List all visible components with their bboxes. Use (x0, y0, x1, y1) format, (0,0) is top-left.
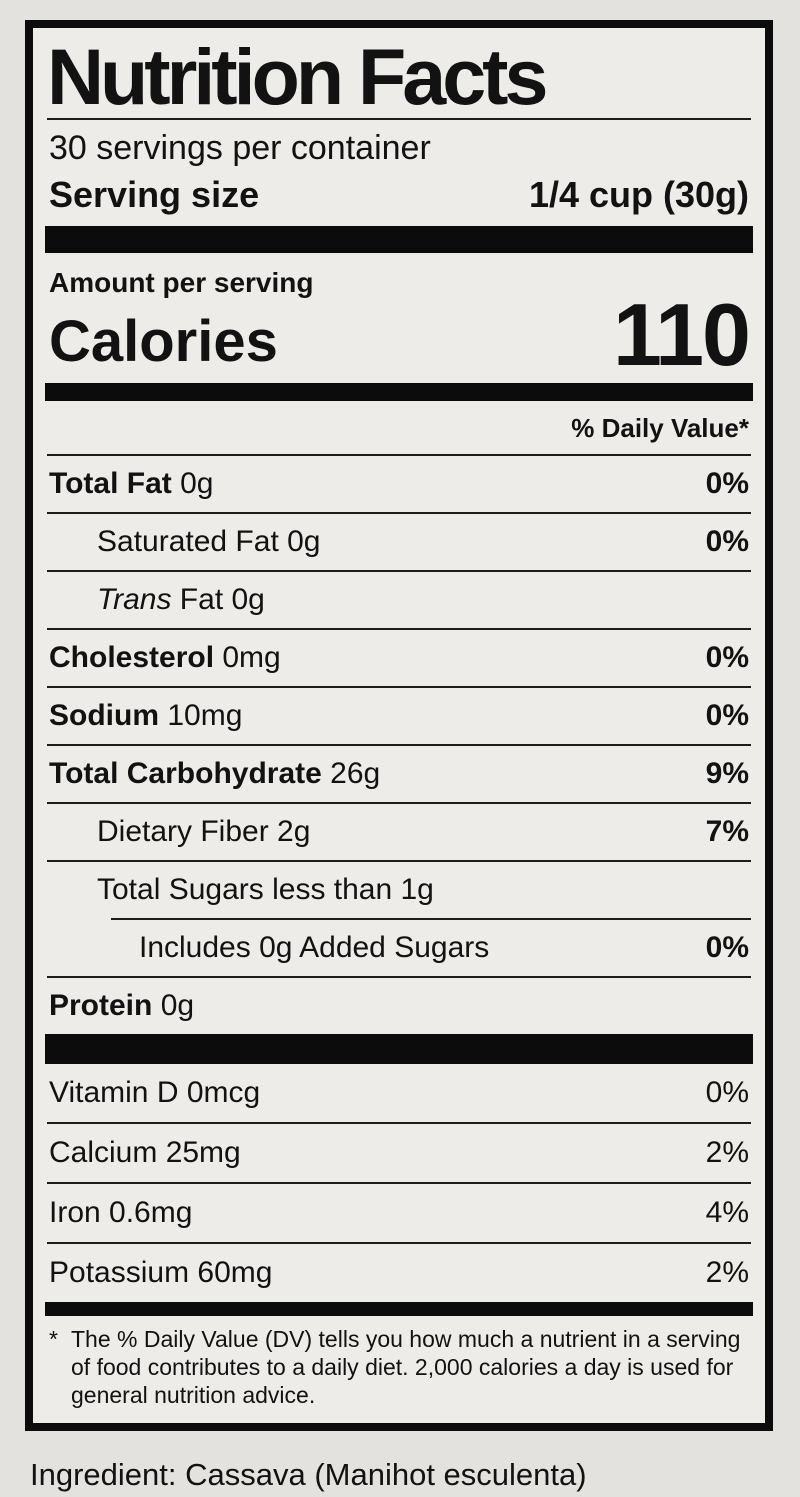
nutrient-name: Total Sugars less than 1g (97, 872, 434, 906)
daily-value-header: % Daily Value* (571, 412, 749, 443)
nutrient-name: Total Carbohydrate 26g (49, 756, 381, 790)
micronutrient-name: Potassium 60mg (49, 1255, 273, 1289)
nutrient-row-total-sugars: Total Sugars less than 1g (47, 862, 751, 918)
nutrient-name: Includes 0g Added Sugars (139, 930, 490, 964)
thin-divider-bar (45, 1301, 753, 1316)
micronutrient-dv: 0% (705, 1075, 749, 1109)
nutrient-dv: 0% (705, 640, 749, 674)
thick-divider-bar (45, 1033, 753, 1064)
nutrient-row-cholesterol: Cholesterol 0mg 0% (47, 630, 751, 686)
ingredient-statement: Ingredient: Cassava (Manihot esculenta) (30, 1456, 587, 1492)
micronutrient-dv: 2% (705, 1255, 749, 1289)
micronutrient-dv: 4% (705, 1195, 749, 1229)
divider (47, 1241, 751, 1244)
nutrient-row-added-sugars: Includes 0g Added Sugars 0% (47, 920, 751, 976)
servings-per-container: 30 servings per container (49, 129, 431, 168)
nutrition-facts-label: Nutrition Facts 30 servings per containe… (25, 20, 773, 1431)
nutrient-dv: 7% (705, 814, 749, 848)
micronutrient-row-calcium: Calcium 25mg 2% (47, 1124, 751, 1182)
divider (47, 859, 751, 862)
nutrient-name: Cholesterol 0mg (49, 640, 281, 674)
footnote-text: The % Daily Value (DV) tells you how muc… (71, 1325, 741, 1408)
micronutrient-row-vitamin-d: Vitamin D 0mcg 0% (47, 1064, 751, 1122)
divider (111, 917, 751, 920)
micronutrient-row-potassium: Potassium 60mg 2% (47, 1244, 751, 1302)
nutrient-row-sodium: Sodium 10mg 0% (47, 688, 751, 744)
micronutrient-dv: 2% (705, 1135, 749, 1169)
nutrient-dv: 0% (705, 930, 749, 964)
calories-value: 110 (613, 284, 751, 384)
nutrient-dv: 0% (705, 698, 749, 732)
nutrient-name: Total Fat 0g (49, 466, 214, 500)
divider (47, 975, 751, 978)
divider (47, 801, 751, 804)
divider (47, 118, 751, 121)
nutrient-name: Trans Fat 0g (97, 582, 265, 616)
micronutrient-row-iron: Iron 0.6mg 4% (47, 1184, 751, 1242)
micronutrient-name: Calcium 25mg (49, 1135, 241, 1169)
serving-size-row: Serving size 1/4 cup (30g) (47, 170, 751, 226)
amount-per-serving-label: Amount per serving (49, 266, 314, 298)
nutrient-row-dietary-fiber: Dietary Fiber 2g 7% (47, 804, 751, 860)
divider (47, 627, 751, 630)
medium-divider-bar (45, 382, 753, 401)
divider (47, 569, 751, 572)
calories-row: Calories 110 (47, 284, 751, 384)
micronutrient-name: Vitamin D 0mcg (49, 1075, 261, 1109)
nutrient-row-total-carbohydrate: Total Carbohydrate 26g 9% (47, 746, 751, 802)
thick-divider-bar (45, 225, 753, 253)
footnote-asterisk: * (49, 1325, 58, 1352)
nutrient-name: Sodium 10mg (49, 698, 243, 732)
nutrient-row-saturated-fat: Saturated Fat 0g 0% (47, 514, 751, 570)
micronutrient-name: Iron 0.6mg (49, 1195, 193, 1229)
label-title: Nutrition Facts (47, 32, 548, 121)
nutrient-name: Dietary Fiber 2g (97, 814, 311, 848)
serving-size-value: 1/4 cup (30g) (528, 173, 749, 215)
daily-value-footnote: * The % Daily Value (DV) tells you how m… (47, 1316, 751, 1423)
divider (47, 685, 751, 688)
divider (47, 1121, 751, 1124)
nutrient-row-trans-fat: Trans Fat 0g (47, 572, 751, 628)
nutrient-row-protein: Protein 0g (47, 978, 751, 1034)
nutrient-name: Protein 0g (49, 988, 195, 1022)
divider (47, 1181, 751, 1184)
calories-label: Calories (49, 308, 278, 374)
divider (47, 743, 751, 746)
nutrient-dv: 9% (705, 756, 749, 790)
nutrient-row-total-fat: Total Fat 0g 0% (47, 456, 751, 512)
divider (47, 453, 751, 456)
nutrient-name: Saturated Fat 0g (97, 524, 321, 558)
serving-size-label: Serving size (49, 173, 260, 215)
nutrient-dv: 0% (705, 466, 749, 500)
divider (47, 511, 751, 514)
nutrient-dv: 0% (705, 524, 749, 558)
